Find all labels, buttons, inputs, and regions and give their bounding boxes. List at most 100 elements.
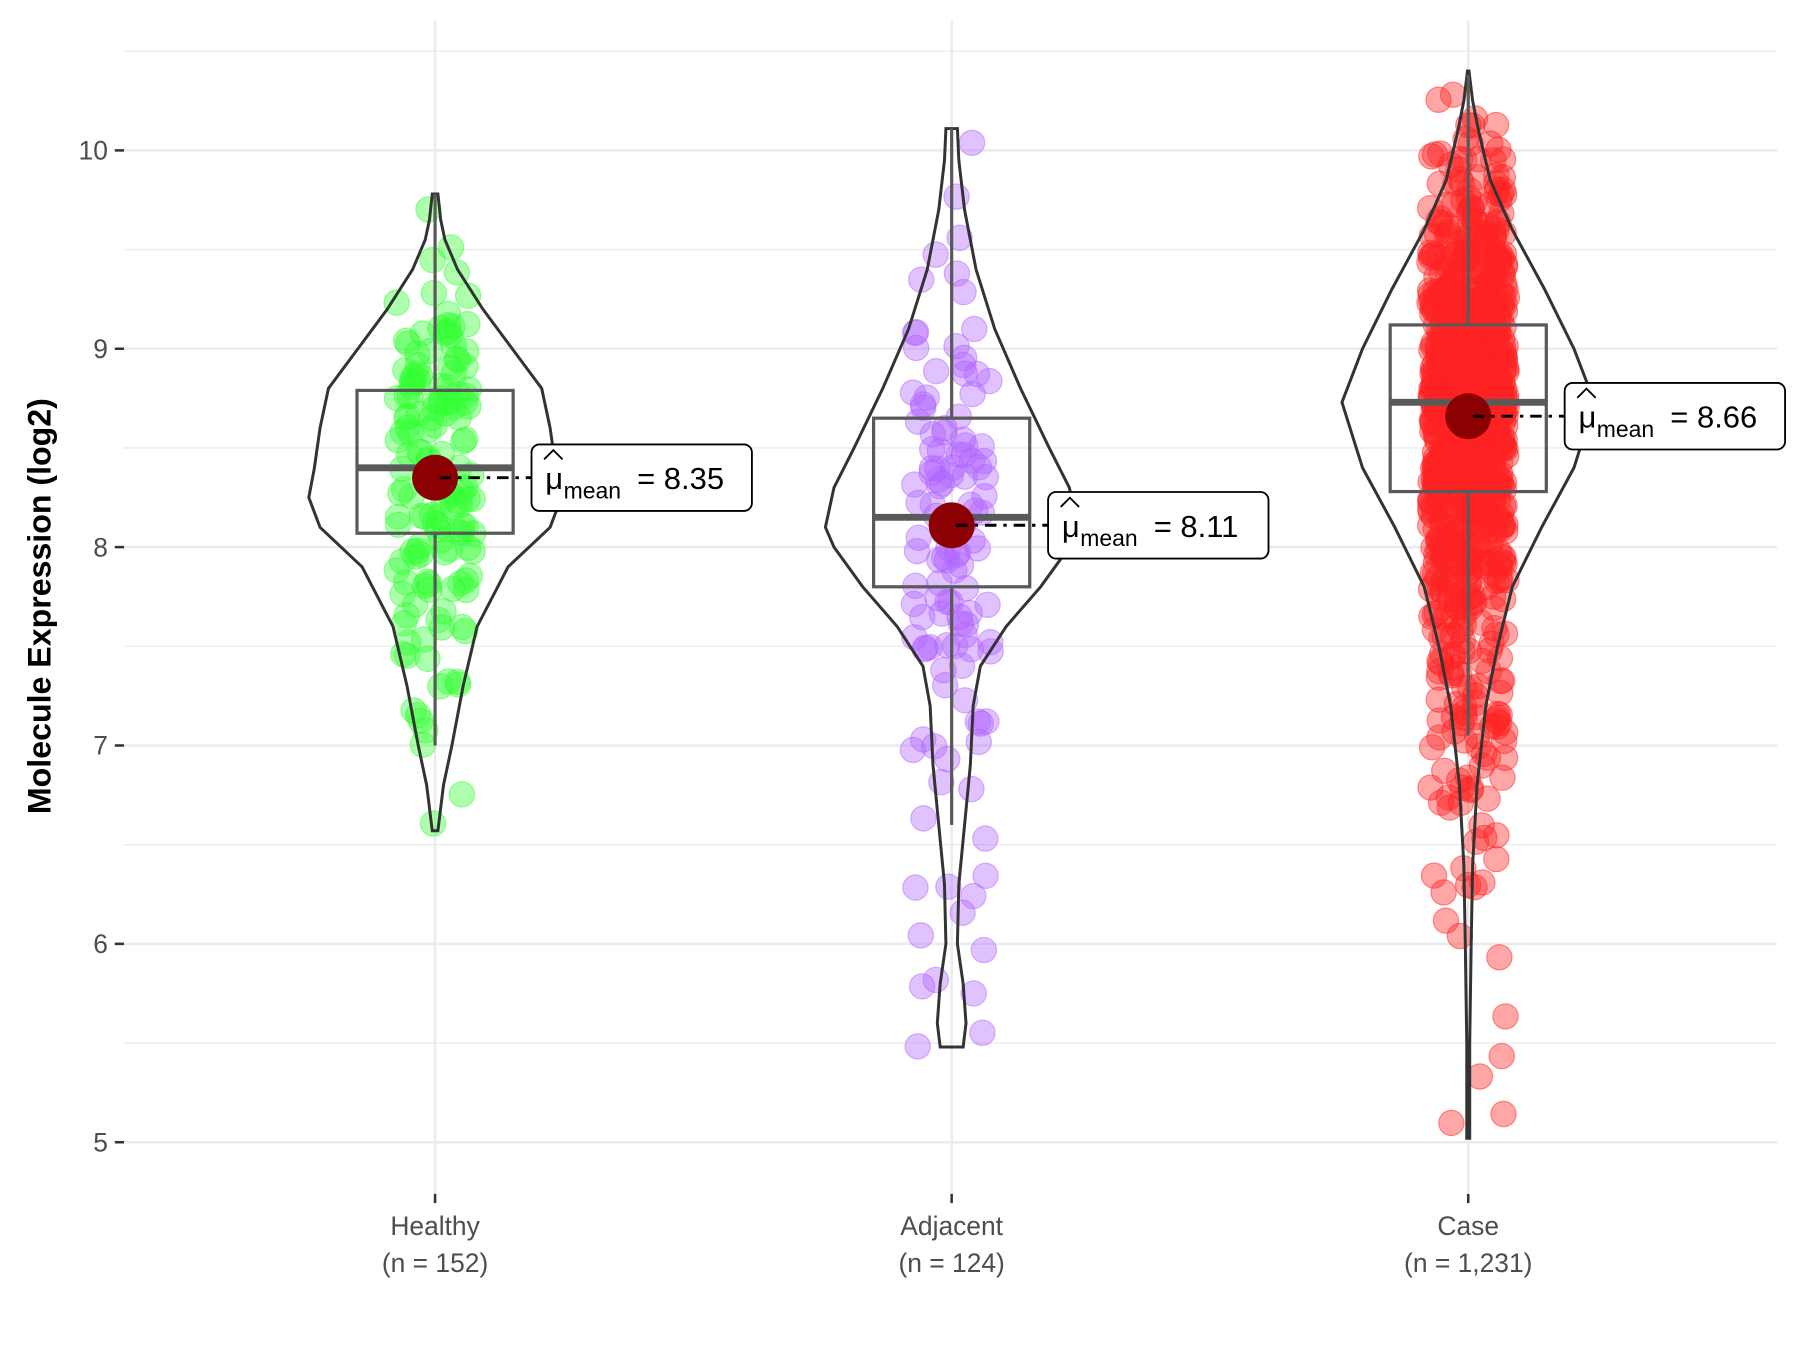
- data-point: [1427, 458, 1454, 486]
- y-tick-label: 7: [93, 731, 108, 761]
- iqr-box: [871, 416, 1032, 589]
- data-point: [396, 382, 423, 410]
- mean-label-box: [1047, 491, 1270, 560]
- data-point: [909, 603, 936, 631]
- data-point: [448, 613, 476, 641]
- mean-label-box: [530, 443, 753, 512]
- data-point: [933, 632, 961, 659]
- data-point: [436, 321, 464, 349]
- data-point: [421, 412, 448, 439]
- data-point: [967, 710, 994, 737]
- mean-point: [1445, 393, 1492, 440]
- data-point: [1488, 1042, 1515, 1070]
- y-axis: 5 6 7 8 9 10: [79, 136, 124, 1157]
- data-point: [1427, 789, 1455, 816]
- y-tick-label: 8: [93, 532, 108, 562]
- mean-point: [412, 454, 459, 501]
- data-point: [903, 537, 931, 565]
- data-point: [1462, 682, 1489, 709]
- mean-subscript: mean: [1597, 416, 1654, 442]
- data-point: [1459, 582, 1486, 609]
- x-tick-n-label: (n = 124): [898, 1248, 1004, 1278]
- data-point: [384, 511, 412, 538]
- y-tick-label: 9: [93, 334, 108, 364]
- data-point: [1489, 493, 1517, 520]
- data-point: [1490, 343, 1518, 370]
- data-point: [1450, 611, 1478, 638]
- data-point: [387, 480, 414, 507]
- data-point: [1474, 436, 1501, 464]
- data-point: [1421, 297, 1448, 324]
- data-point: [958, 775, 985, 803]
- data-point: [1417, 488, 1444, 515]
- data-point: [1429, 511, 1456, 538]
- data-point: [943, 332, 970, 360]
- data-point: [452, 617, 479, 645]
- data-point: [1424, 480, 1452, 508]
- y-tick-label: 5: [93, 1127, 108, 1157]
- data-point: [1441, 360, 1469, 388]
- data-point: [1445, 215, 1472, 242]
- data-point: [1469, 869, 1496, 896]
- data-point: [934, 588, 961, 616]
- groups: μ mean = 8.35μ mean = 8.11μ mean = 8.66: [307, 69, 1786, 1140]
- data-point: [1440, 269, 1467, 296]
- data-point: [1486, 701, 1513, 728]
- mean-value: = 8.11: [1154, 509, 1239, 544]
- data-point: [957, 636, 985, 663]
- data-point: [455, 534, 482, 561]
- data-point: [1485, 464, 1513, 492]
- mean-value: = 8.35: [637, 461, 724, 496]
- mean-symbol: μ: [545, 461, 563, 496]
- data-point: [389, 580, 416, 608]
- data-point: [1483, 845, 1510, 873]
- data-point: [1457, 441, 1485, 468]
- data-point: [909, 726, 937, 753]
- y-axis-title: Molecule Expression (log2): [22, 398, 58, 814]
- data-point: [974, 591, 1001, 619]
- data-point: [1461, 873, 1488, 901]
- x-axis: Healthy (n = 152) Adjacent (n = 124) Case (n …: [382, 1193, 1532, 1278]
- data-point: [1425, 357, 1452, 384]
- data-point: [394, 414, 421, 441]
- y-tick-label: 10: [79, 136, 108, 166]
- data-point: [905, 524, 932, 552]
- data-point: [428, 385, 455, 412]
- data-point: [922, 357, 950, 385]
- data-point: [1483, 822, 1510, 849]
- data-point: [949, 899, 976, 926]
- data-point: [409, 320, 437, 347]
- data-point: [922, 241, 949, 268]
- data-point: [931, 419, 958, 446]
- data-point: [1420, 534, 1447, 561]
- y-tick-label: 6: [93, 929, 108, 959]
- data-point: [976, 367, 1003, 395]
- data-point: [1485, 244, 1513, 272]
- mean-symbol: μ: [1578, 400, 1596, 435]
- data-point: [899, 379, 927, 406]
- data-point: [452, 567, 480, 594]
- data-point: [934, 745, 961, 773]
- data-point: [1439, 533, 1466, 560]
- data-point: [454, 485, 481, 513]
- data-point: [1489, 262, 1517, 289]
- data-point: [1484, 435, 1512, 463]
- x-tick-label: Adjacent: [900, 1211, 1003, 1241]
- data-point: [419, 810, 447, 837]
- group-healthy: μ mean = 8.35: [307, 192, 753, 837]
- data-point: [951, 463, 978, 490]
- data-point: [1490, 1100, 1517, 1128]
- data-point: [1418, 734, 1446, 761]
- data-point: [960, 882, 987, 910]
- data-point: [404, 340, 431, 367]
- x-tick-n-label: (n = 152): [382, 1248, 488, 1278]
- hat-accent: [1576, 387, 1597, 399]
- data-point: [1429, 445, 1457, 472]
- data-point: [926, 472, 953, 500]
- data-point: [902, 874, 929, 901]
- data-point: [1432, 907, 1460, 934]
- data-point: [924, 455, 951, 482]
- mean-label: μ mean = 8.11: [1047, 491, 1270, 560]
- data-point: [1479, 224, 1507, 252]
- data-point: [1474, 785, 1501, 812]
